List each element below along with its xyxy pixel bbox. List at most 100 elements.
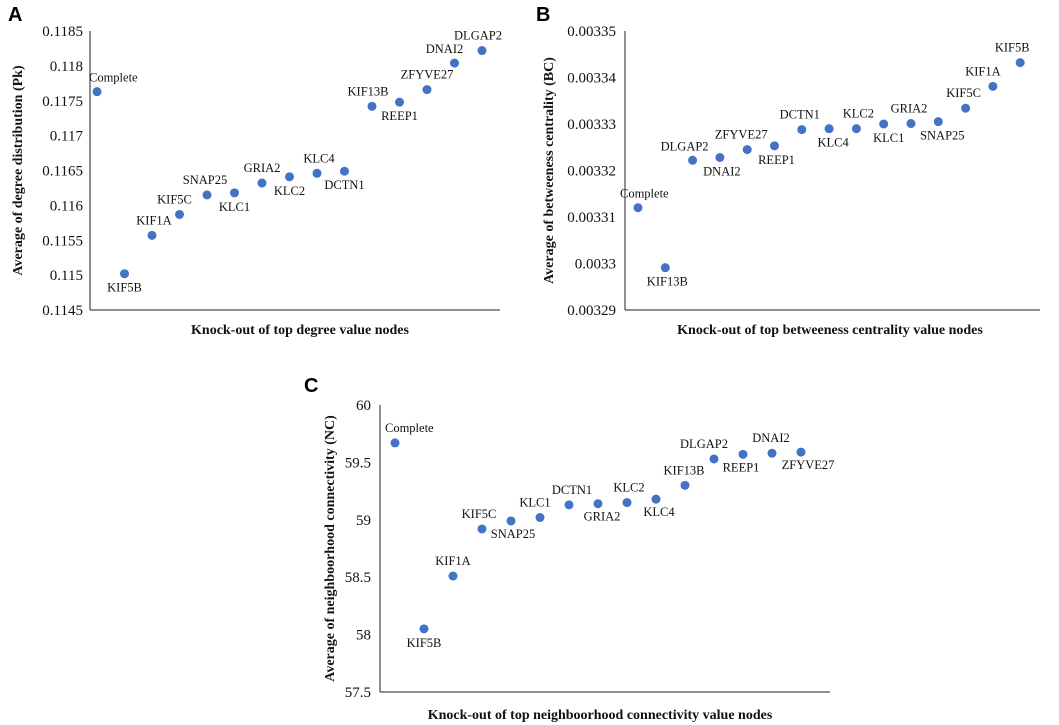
point-label: Complete: [620, 187, 669, 201]
point-label: KLC4: [817, 136, 849, 150]
data-point-complete: [390, 438, 400, 448]
y-tick-label: 0.1145: [42, 303, 83, 319]
point-label: KIF5B: [995, 41, 1030, 55]
point-label: KIF1A: [435, 554, 470, 568]
point-label: DLGAP2: [454, 29, 502, 43]
y-tick-label: 58: [356, 628, 371, 644]
data-point-kif5b: [419, 624, 429, 634]
data-point-dnai2: [767, 448, 777, 458]
point-label: REEP1: [723, 460, 760, 474]
data-point-kif1a: [988, 81, 998, 91]
point-label: ZFYVE27: [782, 458, 835, 472]
point-label: DLGAP2: [661, 139, 709, 153]
point-label: KIF5C: [462, 507, 497, 521]
panel-c-chart: C 57.5 58 58.5 59 59.5 60 Complete KIF5B KIF1A KI…: [304, 375, 834, 723]
data-point-gria2: [593, 499, 603, 509]
point-label: KIF5C: [157, 192, 192, 206]
y-tick-label: 0.00329: [567, 303, 616, 319]
y-tick-label: 0.00335: [567, 24, 616, 40]
point-label: REEP1: [758, 153, 795, 167]
x-axis-title: Knock-out of top degree value nodes: [191, 323, 409, 338]
data-point-snap25: [506, 516, 516, 526]
data-point-dnai2: [450, 58, 459, 68]
point-label: SNAP25: [920, 129, 964, 143]
data-point-zfyve27: [422, 85, 432, 95]
data-point-kif5b: [120, 269, 129, 279]
data-point-klc2: [851, 124, 861, 134]
data-point-reep1: [770, 141, 779, 151]
panel-b-chart: B 0.00329 0.0033 0.00331 0.00332 0.00333 0.00…: [536, 4, 1040, 338]
point-label: ZFYVE27: [715, 128, 768, 142]
data-point-klc2: [285, 172, 294, 182]
point-label: KLC2: [274, 184, 305, 198]
point-label: Complete: [89, 71, 138, 85]
point-label: REEP1: [381, 109, 418, 123]
x-axis-title: Knock-out of top neighboorhood connectiv…: [428, 708, 773, 723]
data-point-klc4: [651, 494, 661, 504]
data-point-dlgap2: [688, 155, 698, 165]
point-label: DCTN1: [780, 108, 820, 122]
point-label: SNAP25: [491, 527, 535, 541]
y-tick-label: 0.1175: [42, 94, 83, 110]
data-point-kif13b: [680, 480, 690, 490]
point-label: DCTN1: [552, 483, 592, 497]
point-label: KLC1: [873, 131, 904, 145]
y-tick-label: 0.117: [50, 129, 84, 145]
point-label: KLC2: [843, 107, 874, 121]
point-label: KIF13B: [664, 463, 705, 477]
y-tick-label: 0.00334: [567, 71, 616, 87]
y-tick-label: 60: [356, 398, 371, 414]
data-point-klc2: [622, 498, 632, 508]
y-tick-label: 59: [356, 513, 371, 529]
point-label: DCTN1: [324, 178, 364, 192]
point-label: KLC2: [613, 481, 644, 495]
panel-letter-b: B: [536, 4, 550, 26]
point-label: KLC1: [219, 200, 250, 214]
point-label: KLC4: [643, 505, 675, 519]
point-label: KIF5B: [107, 281, 142, 295]
y-tick-label: 59.5: [345, 455, 371, 471]
point-label: DNAI2: [703, 164, 741, 178]
point-label: KIF5C: [946, 86, 981, 100]
point-label: KIF1A: [965, 64, 1000, 78]
y-tick-label: 57.5: [345, 685, 371, 701]
data-point-snap25: [933, 117, 943, 127]
y-tick-label: 0.1155: [42, 233, 83, 249]
data-point-dctn1: [564, 500, 574, 510]
y-axis-title: Average of betweeness centrality (BC): [542, 57, 557, 284]
y-tick-label: 0.116: [50, 198, 84, 214]
data-point-klc1: [535, 513, 545, 523]
y-tick-label: 0.00332: [567, 164, 616, 180]
point-label: KIF1A: [136, 213, 171, 227]
data-point-klc1: [230, 188, 239, 198]
y-tick-label: 58.5: [345, 570, 371, 586]
point-label: KIF13B: [348, 84, 389, 98]
data-point-kif13b: [660, 263, 670, 273]
point-label: ZFYVE27: [401, 68, 454, 82]
data-point-zfyve27: [742, 145, 752, 155]
point-label: KLC1: [519, 496, 550, 510]
data-point-gria2: [257, 178, 267, 188]
data-point-gria2: [906, 119, 916, 129]
data-point-dlgap2: [477, 46, 487, 56]
data-point-kif13b: [367, 101, 377, 111]
point-label: GRIA2: [891, 102, 928, 116]
point-label: KIF5B: [407, 636, 442, 650]
panel-a-chart: A 0.1145 0.115 0.1155 0.116 0.1165 0.117 0.117…: [8, 4, 502, 338]
y-tick-label: 0.00333: [567, 117, 616, 133]
point-label: DLGAP2: [680, 437, 728, 451]
data-point-reep1: [395, 97, 404, 107]
point-label: KLC4: [303, 151, 335, 165]
point-label: DNAI2: [752, 431, 790, 445]
point-label: GRIA2: [244, 161, 281, 175]
data-point-zfyve27: [796, 447, 806, 457]
data-point-klc1: [879, 119, 889, 129]
panel-letter-c: C: [304, 375, 318, 397]
data-point-complete: [633, 203, 643, 213]
point-label: KIF13B: [647, 275, 688, 289]
y-axis-title: Average of degree distribution (Pk): [11, 65, 26, 276]
data-point-dnai2: [715, 152, 725, 162]
data-point-kif1a: [147, 230, 157, 240]
point-label: SNAP25: [183, 173, 227, 187]
